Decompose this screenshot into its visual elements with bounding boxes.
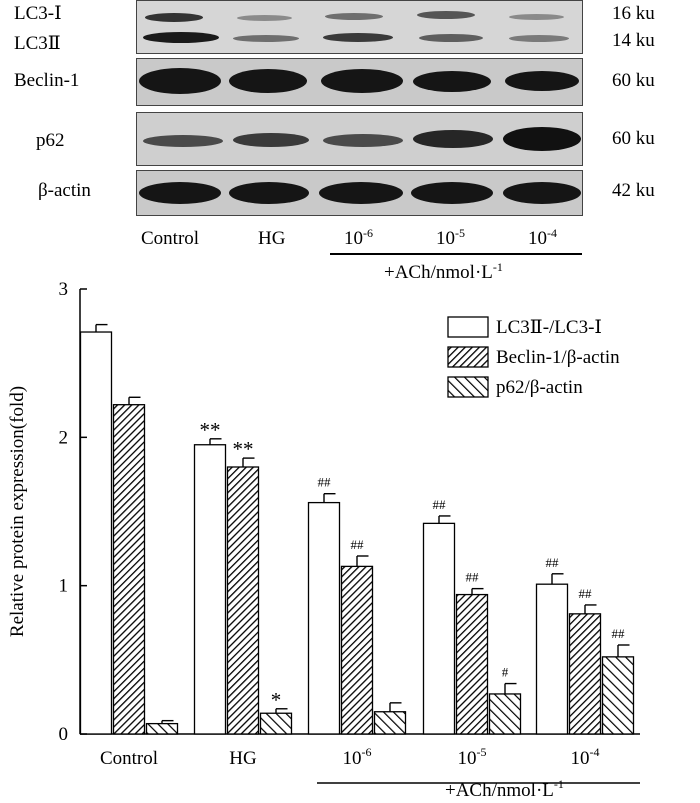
- bar: [307, 501, 341, 735]
- blot-size-lc3-i: 16 ku: [612, 3, 655, 24]
- bar-chart: Relative protein expression(fold) *****#…: [7, 279, 640, 801]
- legend-label: p62/β-actin: [496, 377, 583, 398]
- significance-mark: ##: [433, 497, 447, 512]
- x-tick-label: 10-4: [571, 745, 600, 769]
- legend-swatch: [447, 316, 489, 338]
- significance-mark: **: [233, 437, 254, 461]
- significance-mark: ##: [318, 475, 332, 490]
- x-tick-label: Control: [100, 748, 158, 769]
- blot-lane-hg: HG: [258, 228, 286, 249]
- blot-lane-ach-2: 10-5: [436, 226, 465, 249]
- bar: [193, 444, 227, 735]
- bar: [568, 613, 602, 735]
- bar: [340, 565, 374, 735]
- y-tick-label: 3: [59, 279, 69, 300]
- significance-mark: *: [271, 688, 282, 712]
- blot-panel-beta-actin: [136, 170, 583, 216]
- significance-mark: ##: [579, 586, 593, 601]
- y-tick-label: 0: [59, 724, 69, 745]
- blot-lane-ach-1: 10-6: [344, 226, 373, 249]
- blot-ach-group-line: [330, 253, 582, 255]
- y-tick-label: 1: [59, 576, 69, 597]
- blot-row-label-lc3-ii: LC3Ⅱ: [14, 33, 61, 54]
- significance-mark: **: [200, 418, 221, 442]
- significance-mark: ##: [612, 626, 626, 641]
- ach-group-label: +ACh/nmol·L-1: [445, 777, 564, 801]
- bar: [145, 722, 179, 735]
- blot-panel-beclin1: [136, 58, 583, 106]
- bar: [601, 656, 635, 735]
- significance-mark: ##: [466, 570, 480, 585]
- legend-swatch: [447, 346, 489, 368]
- legend-label: LC3Ⅱ-/LC3-Ⅰ: [496, 317, 602, 338]
- bar: [373, 711, 407, 735]
- bar: [488, 693, 522, 735]
- bar: [112, 404, 146, 735]
- chart-ticks: 0 1 2 3 Control HG 10-6 10-5 10-4 +ACh/nmol·L-1: [59, 279, 640, 801]
- blot-ach-label: +ACh/nmol·L-1: [384, 260, 503, 283]
- significance-mark: #: [502, 665, 509, 680]
- bar: [422, 522, 456, 735]
- blot-row-label-lc3-i: LC3-Ⅰ: [14, 3, 62, 24]
- blot-lane-control: Control: [141, 228, 200, 249]
- bar: [259, 712, 293, 735]
- blot-size-beta-actin: 42 ku: [612, 180, 655, 201]
- blot-row-label-p62: p62: [36, 130, 65, 151]
- bar: [455, 593, 489, 735]
- blot-size-lc3-ii: 14 ku: [612, 30, 655, 51]
- bar: [226, 466, 260, 735]
- blot-lane-ach-3: 10-4: [528, 226, 557, 249]
- y-axis-label: Relative protein expression(fold): [7, 386, 28, 637]
- y-tick-label: 2: [59, 427, 69, 448]
- chart-legend: LC3Ⅱ-/LC3-Ⅰ Beclin-1/β-actin p62/β-actin: [447, 316, 620, 398]
- blot-row-label-beta-actin: β-actin: [38, 180, 91, 201]
- bar: [79, 331, 113, 735]
- blot-row-label-beclin1: Beclin-1: [14, 70, 80, 91]
- legend-label: Beclin-1/β-actin: [496, 347, 620, 368]
- blot-panel-lc3: [136, 0, 583, 54]
- blot-panel-p62: [136, 112, 583, 166]
- x-tick-label: HG: [229, 748, 257, 769]
- bar: [535, 583, 569, 735]
- legend-swatch: [447, 376, 489, 398]
- significance-mark: ##: [546, 555, 560, 570]
- significance-mark: ##: [351, 537, 365, 552]
- blot-size-beclin1: 60 ku: [612, 70, 655, 91]
- x-tick-label: 10-5: [458, 745, 487, 769]
- x-tick-label: 10-6: [343, 745, 372, 769]
- chart-bars: *****###############: [79, 323, 635, 735]
- blot-size-p62: 60 ku: [612, 128, 655, 149]
